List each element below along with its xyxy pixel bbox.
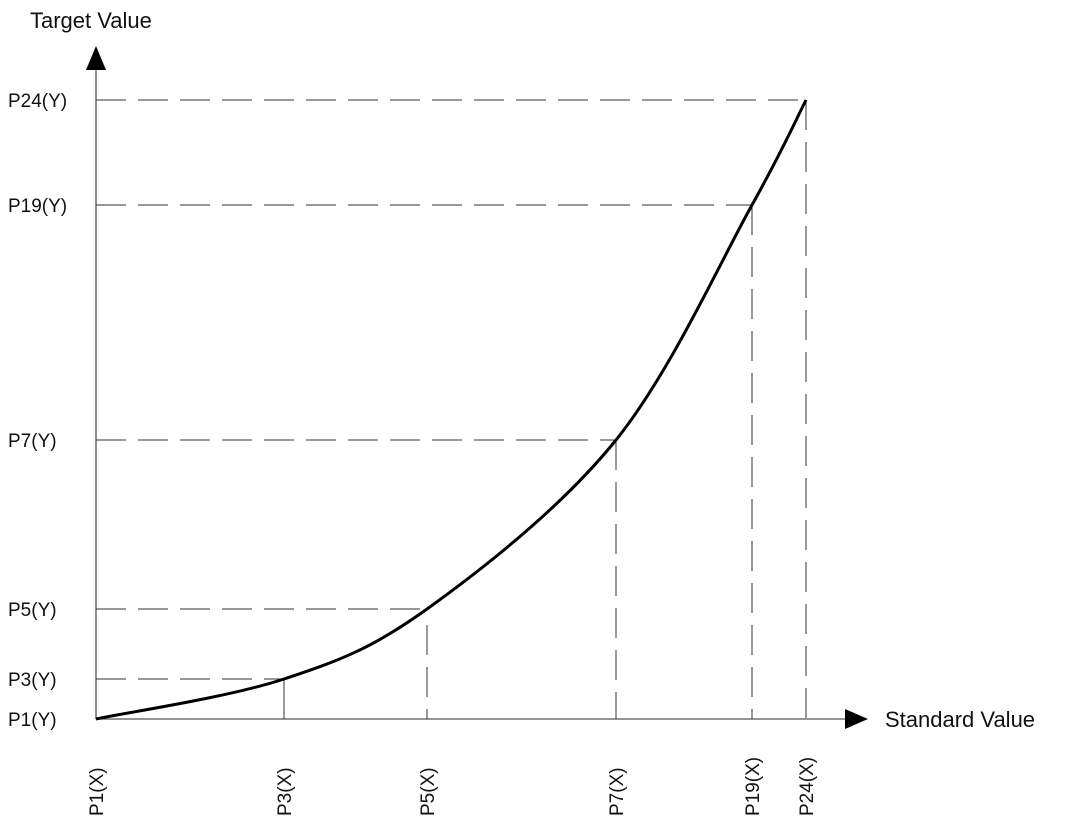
guide-lines — [96, 99, 807, 719]
y-label-p7: P7(Y) — [8, 431, 57, 452]
y-axis-arrow-icon — [86, 46, 106, 70]
y-label-p5: P5(Y) — [8, 600, 57, 621]
y-label-p3: P3(Y) — [8, 670, 57, 691]
y-label-p24: P24(Y) — [8, 91, 67, 112]
x-tick-labels: P1(X) P3(X) P5(X) P7(X) P19(X) P24(X) — [87, 757, 818, 816]
x-axis-title: Standard Value — [885, 707, 1035, 732]
mapping-curve — [95, 99, 808, 721]
x-label-p7: P7(X) — [607, 767, 628, 816]
x-label-p5: P5(X) — [418, 767, 439, 816]
y-label-p19: P19(Y) — [8, 196, 67, 217]
x-axis-arrow-icon — [845, 709, 868, 729]
x-label-p24: P24(X) — [797, 757, 818, 816]
curve-layer — [95, 99, 808, 721]
x-label-p1: P1(X) — [87, 767, 108, 816]
y-label-p1: P1(Y) — [8, 710, 57, 731]
y-axis-title: Target Value — [30, 8, 152, 33]
x-label-p3: P3(X) — [275, 767, 296, 816]
y-tick-labels: P1(Y) P3(Y) P5(Y) P7(Y) P19(Y) P24(Y) — [8, 91, 67, 731]
x-label-p19: P19(X) — [743, 757, 764, 816]
